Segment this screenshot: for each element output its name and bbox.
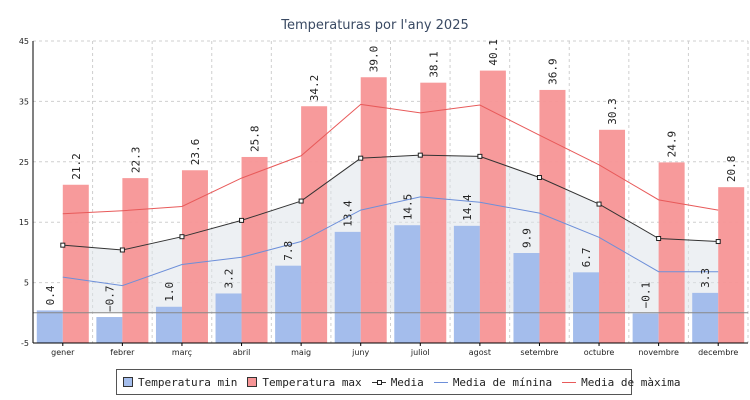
line-media: [62, 154, 719, 251]
bar-max-label: 40.1: [487, 39, 500, 66]
bar-max-label: 24.9: [666, 131, 679, 158]
bar-max-label: 30.3: [606, 98, 619, 125]
x-tick-label: juny: [351, 348, 369, 357]
bar-min: [513, 253, 540, 343]
media-point: [179, 234, 185, 240]
x-tick-label: febrer: [110, 348, 135, 357]
legend-label-media-max: Media de màxima: [581, 375, 681, 389]
legend-label-media-min: Media de mínina: [452, 375, 553, 389]
bar-max: [718, 187, 745, 343]
media-point: [60, 242, 66, 248]
bar-min: [96, 317, 123, 343]
line-media-max: [62, 103, 719, 215]
media-point: [119, 247, 125, 253]
x-tick-label: maig: [291, 348, 311, 357]
media-point: [417, 152, 423, 158]
bar-max: [539, 89, 566, 343]
bar-min: [453, 225, 480, 343]
media-point: [715, 239, 721, 245]
bar-min-label: 13.4: [342, 200, 355, 227]
y-tick-label: 25: [19, 158, 29, 167]
x-tick-label: abril: [233, 348, 251, 357]
bar-min: [215, 293, 242, 343]
bar-max-label: 25.8: [249, 125, 262, 152]
bar-max: [122, 178, 149, 343]
legend-item-max: Temperatura max: [247, 375, 362, 389]
x-tick-label: decembre: [698, 348, 738, 357]
x-tick-label: juliol: [410, 348, 430, 357]
bar-min: [573, 272, 600, 343]
bar-max-label: 20.8: [725, 156, 738, 183]
bar-min-label: 14.5: [401, 194, 414, 221]
bar-max-label: 36.9: [546, 58, 559, 85]
bar-max-label: 22.3: [129, 147, 142, 174]
bar-max-label: 38.1: [427, 51, 440, 78]
media-point: [477, 153, 483, 159]
bar-min-label: −0.1: [640, 282, 653, 309]
media-point: [596, 201, 602, 207]
bar-min-label: 14.4: [461, 194, 474, 221]
bar-max: [360, 77, 387, 344]
bar-min-label: 6.7: [580, 247, 593, 267]
chart-legend: Temperatura min Temperatura max Media Me…: [116, 369, 681, 395]
bar-min-label: −0.7: [103, 286, 116, 313]
bar-min: [394, 225, 421, 343]
legend-swatch-media: [371, 377, 386, 387]
legend-item-media-max: Media de màxima: [562, 375, 681, 389]
bar-max-label: 23.6: [189, 139, 202, 166]
media-point: [239, 217, 245, 223]
legend-item-media: Media: [371, 375, 424, 389]
legend-swatch-media-min: [433, 377, 448, 387]
bar-min: [632, 313, 659, 343]
y-tick-label: 35: [19, 97, 29, 106]
bar-max: [658, 162, 685, 343]
legend-swatch-min: [123, 377, 133, 387]
bar-max: [301, 106, 328, 344]
bar-max: [599, 129, 626, 343]
y-tick-label: 15: [19, 218, 29, 227]
bar-min-label: 0.4: [44, 285, 57, 305]
chart-title: Temperaturas por l'any 2025: [280, 18, 469, 33]
bar-min: [155, 306, 182, 343]
bar-min-label: 9.9: [520, 228, 533, 248]
y-tick-label: 5: [24, 279, 29, 288]
bar-max: [62, 184, 89, 343]
bar-min-label: 3.2: [223, 269, 236, 289]
x-tick-label: gener: [51, 348, 75, 357]
x-tick-label: març: [172, 348, 192, 357]
bar-min-label: 1.0: [163, 282, 176, 302]
x-tick-label: octubre: [584, 348, 615, 357]
bar-min: [692, 292, 719, 343]
legend-label-media: Media: [390, 375, 424, 389]
line-media-min: [62, 196, 719, 287]
media-point: [298, 198, 304, 204]
bar-max: [420, 82, 447, 344]
bar-min: [275, 265, 302, 343]
legend-item-media-min: Media de mínina: [433, 375, 553, 389]
bar-min-label: 3.3: [699, 268, 712, 288]
media-point: [358, 155, 364, 161]
legend-label-max: Temperatura max: [262, 375, 362, 389]
x-tick-label: setembre: [520, 348, 558, 357]
bar-min-label: 7.8: [282, 241, 295, 261]
bar-max-label: 21.2: [70, 153, 83, 180]
bar-max-label: 34.2: [308, 75, 321, 102]
y-tick-label: 45: [19, 37, 29, 46]
bar-min: [36, 310, 63, 343]
bar-max-label: 39.0: [368, 46, 381, 73]
x-tick-label: novembre: [638, 348, 679, 357]
legend-label-min: Temperatura min: [138, 375, 238, 389]
x-tick-label: agost: [469, 348, 491, 357]
legend-item-min: Temperatura min: [123, 376, 237, 389]
media-point: [536, 175, 542, 181]
y-tick-label: -5: [21, 339, 29, 348]
bar-max: [181, 170, 208, 343]
legend-swatch-media-max: [562, 377, 577, 387]
media-point: [656, 236, 662, 242]
bar-max: [241, 156, 268, 343]
bar-min: [334, 231, 361, 343]
legend-swatch-max: [247, 377, 258, 387]
